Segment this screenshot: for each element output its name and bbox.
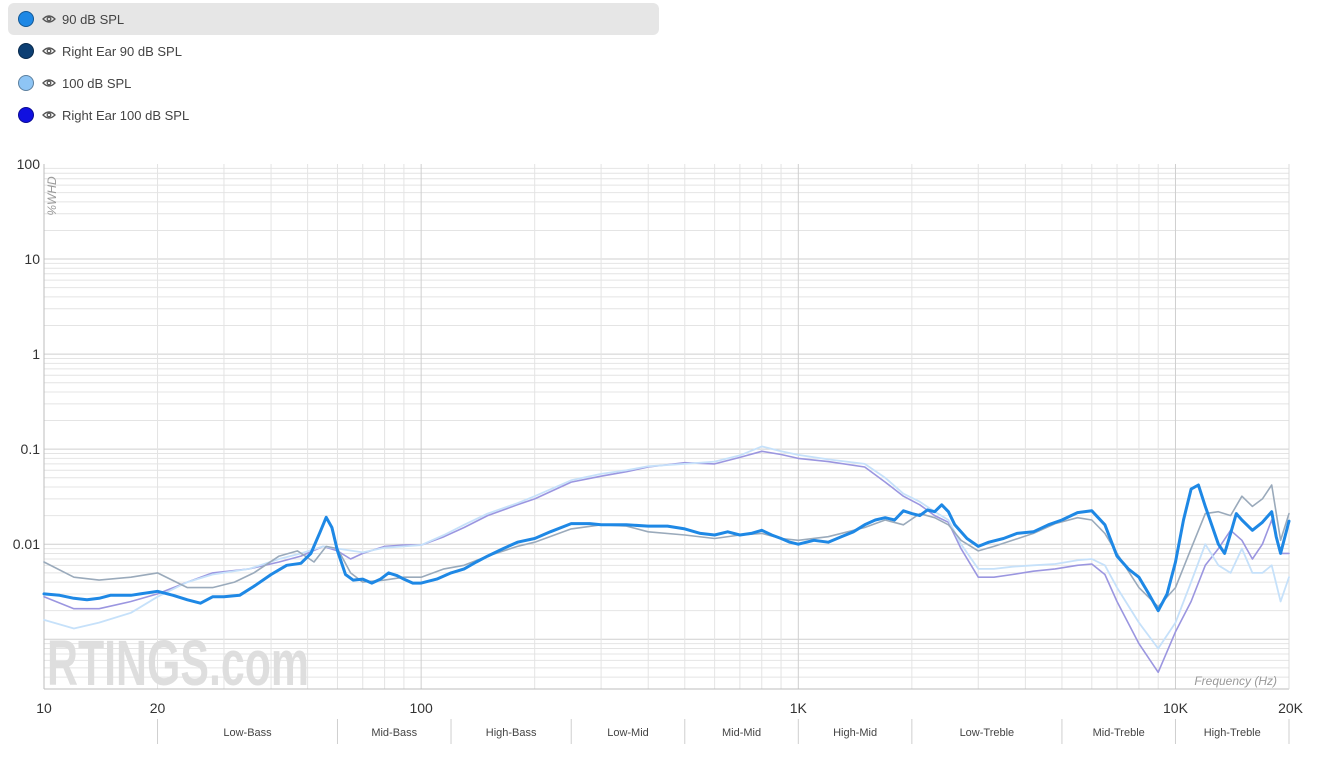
legend-label: 100 dB SPL (62, 75, 132, 91)
band-label: Low-Mid (607, 727, 649, 739)
band-label: Mid-Mid (722, 727, 761, 739)
series-line-100-db-spl (43, 445, 1290, 650)
y-tick-label: 100 (17, 156, 41, 172)
x-tick-label: 1K (790, 700, 808, 716)
series-line-right-ear-90-db-spl (43, 484, 1290, 608)
y-tick-label: 0.1 (21, 441, 41, 457)
band-label: Low-Treble (960, 727, 1015, 739)
x-tick-label: 10 (36, 700, 52, 716)
legend: 90 dB SPL Right Ear 90 dB SPL 100 dB SPL… (8, 3, 659, 131)
legend-label: Right Ear 90 dB SPL (62, 43, 182, 59)
x-axis-label: Frequency (Hz) (1194, 674, 1277, 688)
x-tick-label: 20 (150, 700, 166, 716)
y-axis-label: %WHD (45, 176, 59, 216)
x-tick-label: 100 (409, 700, 433, 716)
series-line-90-db-spl (42, 483, 1291, 613)
band-label: Low-Bass (223, 727, 272, 739)
band-label: Mid-Bass (371, 727, 417, 739)
band-label: High-Treble (1204, 727, 1261, 739)
legend-label: 90 dB SPL (62, 11, 125, 27)
legend-item-right-ear-90db[interactable]: Right Ear 90 dB SPL (8, 35, 659, 67)
x-tick-label: 20K (1278, 700, 1304, 716)
y-tick-label: 0.01 (13, 536, 40, 552)
y-tick-label: 10 (24, 251, 40, 267)
eye-icon[interactable] (42, 14, 56, 24)
chart-grid (43, 164, 1290, 690)
legend-swatch[interactable] (18, 107, 34, 123)
watermark: RTINGS.com (47, 627, 309, 699)
chart-axes: 100 10 1 0.1 0.01 10 20 100 1K 10K 20K Low-Bass Mid-… (13, 156, 1304, 744)
chart-series (42, 445, 1291, 674)
legend-swatch[interactable] (18, 11, 34, 27)
legend-label: Right Ear 100 dB SPL (62, 107, 190, 123)
band-label: High-Mid (833, 727, 877, 739)
band-label: High-Bass (486, 727, 537, 739)
legend-swatch[interactable] (18, 43, 34, 59)
legend-item-90db[interactable]: 90 dB SPL (8, 3, 659, 35)
y-tick-label: 1 (32, 346, 40, 362)
eye-icon[interactable] (42, 46, 56, 56)
legend-swatch[interactable] (18, 75, 34, 91)
band-label: Mid-Treble (1093, 727, 1145, 739)
legend-item-100db[interactable]: 100 dB SPL (8, 67, 659, 99)
eye-icon[interactable] (42, 78, 56, 88)
x-tick-label: 10K (1163, 700, 1189, 716)
eye-icon[interactable] (42, 110, 56, 120)
legend-item-right-ear-100db[interactable]: Right Ear 100 dB SPL (8, 99, 659, 131)
